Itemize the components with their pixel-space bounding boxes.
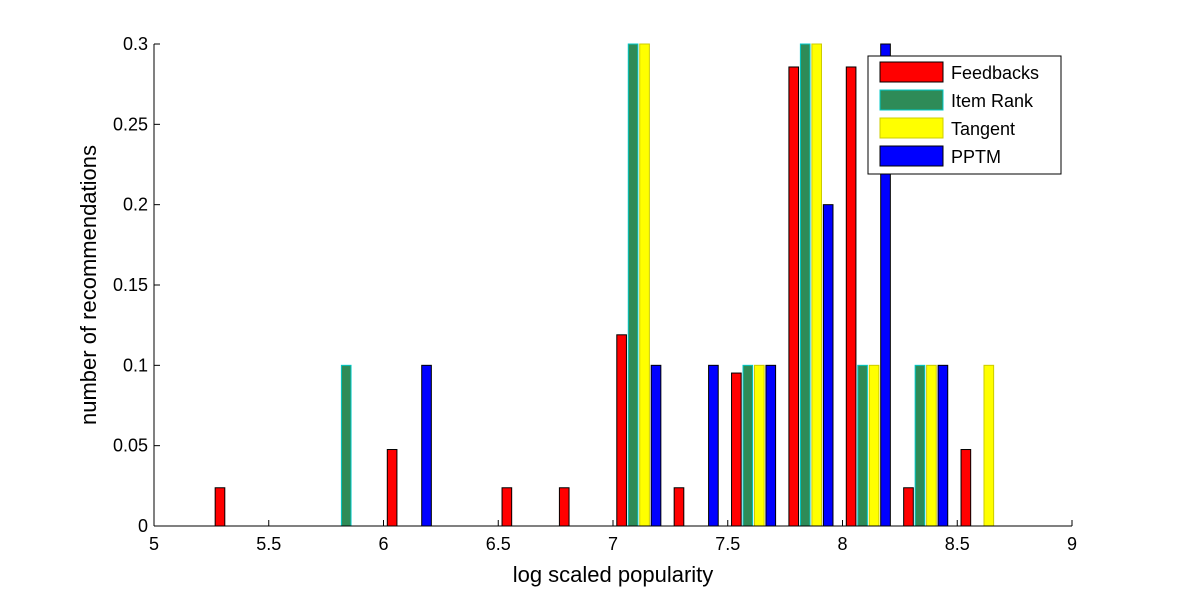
bar-item-rank-11 bbox=[799, 43, 811, 527]
bar-tangent-12 bbox=[868, 364, 880, 527]
y-tick-label: 0.05 bbox=[113, 436, 148, 456]
y-tick-label: 0.25 bbox=[113, 114, 148, 134]
bar-feedbacks-14 bbox=[960, 449, 972, 527]
bar-feedbacks-12 bbox=[845, 66, 857, 527]
legend-swatch bbox=[879, 61, 944, 83]
x-tick-label: 7 bbox=[608, 534, 618, 554]
bar-feedbacks-11 bbox=[788, 66, 800, 527]
bar-tangent-11 bbox=[811, 43, 822, 527]
legend-swatch bbox=[879, 89, 944, 111]
x-tick-label: 8.5 bbox=[945, 534, 970, 554]
bar-tangent-8 bbox=[639, 43, 650, 527]
bar-pptm-13 bbox=[937, 364, 949, 527]
legend-label: Tangent bbox=[951, 119, 1015, 139]
y-axis-label: number of recommendations bbox=[76, 145, 101, 425]
bar-pptm-9 bbox=[708, 364, 719, 527]
x-axis-label: log scaled popularity bbox=[513, 562, 714, 587]
x-tick-label: 6.5 bbox=[486, 534, 511, 554]
bar-feedbacks-9 bbox=[673, 487, 685, 527]
bar-feedbacks-1 bbox=[214, 487, 226, 527]
bar-tangent-10 bbox=[753, 364, 765, 527]
bar-pptm-8 bbox=[650, 364, 662, 527]
bar-item-rank-3 bbox=[340, 364, 352, 527]
bar-feedbacks-7 bbox=[558, 487, 570, 527]
x-tick-label: 7.5 bbox=[715, 534, 740, 554]
x-tick-label: 9 bbox=[1067, 534, 1077, 554]
y-tick-label: 0.2 bbox=[123, 195, 148, 215]
bar-pptm-10 bbox=[765, 364, 777, 527]
bar-tangent-14 bbox=[983, 364, 995, 527]
bar-feedbacks-10 bbox=[731, 372, 742, 527]
x-tick-label: 8 bbox=[837, 534, 847, 554]
bar-item-rank-13 bbox=[914, 364, 926, 527]
legend-label: PPTM bbox=[951, 147, 1001, 167]
y-tick-label: 0.1 bbox=[123, 355, 148, 375]
bar-tangent-13 bbox=[926, 364, 937, 527]
bar-pptm-4 bbox=[421, 364, 432, 527]
bar-item-rank-10 bbox=[742, 364, 754, 527]
bar-item-rank-8 bbox=[627, 43, 639, 527]
x-tick-label: 5.5 bbox=[256, 534, 281, 554]
legend-label: Feedbacks bbox=[951, 63, 1039, 83]
x-tick-label: 5 bbox=[149, 534, 159, 554]
y-tick-label: 0.3 bbox=[123, 34, 148, 54]
bar-feedbacks-8 bbox=[616, 334, 627, 527]
bar-feedbacks-6 bbox=[501, 487, 513, 527]
ticks-group: 5 5.5 6 6.5 7 7.5 8 8.5 9 0 0.05 0.1 0.15 0.2 0.25 0.3 bbox=[113, 34, 1077, 554]
bar-feedbacks-13 bbox=[903, 487, 914, 527]
y-tick-label: 0.15 bbox=[113, 275, 148, 295]
y-tick-label: 0 bbox=[138, 516, 148, 536]
bar-pptm-11 bbox=[822, 204, 834, 527]
legend-swatch bbox=[879, 117, 944, 139]
bar-feedbacks-4 bbox=[386, 449, 398, 527]
legend-swatch bbox=[879, 145, 944, 167]
legend-label: Item Rank bbox=[951, 91, 1034, 111]
x-tick-label: 6 bbox=[378, 534, 388, 554]
legend: Feedbacks Item Rank Tangent PPTM bbox=[867, 55, 1062, 175]
bar-item-rank-12 bbox=[857, 364, 868, 527]
